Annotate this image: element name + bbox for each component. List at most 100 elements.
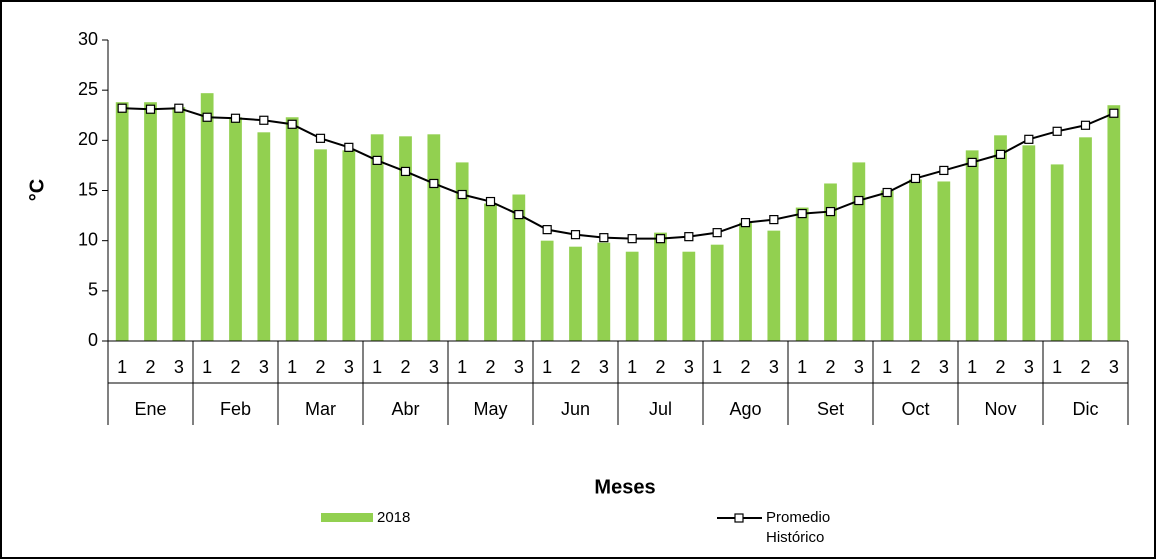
bar [115,102,129,341]
line-marker [882,187,892,198]
line-marker [740,218,751,228]
x-tick-label: 1 [882,357,892,377]
bar [625,251,639,341]
x-group-label: May [473,399,507,419]
x-tick-label: 3 [514,357,524,377]
x-tick-label: 1 [372,357,382,377]
bar [200,93,214,341]
x-tick-label: 3 [599,357,609,377]
bar [710,244,724,341]
x-tick-label: 1 [797,357,807,377]
line-marker [542,225,552,235]
y-tick-label: 0 [88,330,98,350]
x-group-label: Abr [391,399,419,419]
line-marker [174,103,184,113]
x-group-label: Ene [134,399,166,419]
x-tick-label: 2 [315,357,325,377]
y-tick-label: 20 [78,129,98,149]
y-tick-label: 10 [78,229,98,249]
x-tick-label: 3 [854,357,864,377]
bar [399,136,412,341]
line-marker [1052,126,1062,136]
x-group-label: Ago [729,399,761,419]
y-axis-title: °C [26,179,48,201]
bar [484,203,497,341]
line-marker [485,196,496,207]
x-tick-label: 2 [995,357,1005,377]
x-tick-label: 2 [145,357,155,377]
line-marker [514,209,524,220]
line-marker [202,112,212,122]
bar [1107,105,1121,341]
line-marker [372,155,382,165]
bar [540,240,554,341]
bar [172,107,186,342]
line-marker [825,206,836,217]
x-tick-label: 1 [542,357,552,377]
legend-line-marker [734,513,744,523]
bar [682,251,696,341]
line-marker [230,113,241,123]
x-tick-label: 1 [712,357,722,377]
x-group-label: Mar [305,399,336,419]
line-marker [570,230,581,240]
bar [342,150,356,341]
bar [767,230,781,341]
bar [285,117,299,341]
bar [937,181,951,341]
x-group-label: Jul [649,399,672,419]
x-tick-label: 1 [627,357,637,377]
bar [370,134,384,341]
x-tick-label: 2 [400,357,410,377]
line [122,107,1115,240]
x-tick-label: 2 [570,357,580,377]
bar [852,162,866,341]
line-marker [145,104,156,114]
line-marker [117,103,127,113]
bar [512,194,526,341]
bar [257,132,271,341]
x-tick-label: 3 [174,357,184,377]
x-tick-label: 2 [1080,357,1090,377]
y-tick-label: 5 [88,280,98,300]
line-marker [1109,108,1119,118]
x-tick-label: 3 [769,357,779,377]
x-tick-label: 2 [485,357,495,377]
line-marker [457,189,467,200]
x-tick-label: 2 [655,357,665,377]
bar [824,183,837,341]
x-tick-label: 1 [457,357,467,377]
line-marker [769,214,779,225]
y-tick-label: 30 [78,29,98,49]
x-tick-label: 1 [117,357,127,377]
y-tick-label: 15 [78,179,98,199]
line-marker [259,115,269,125]
bar [314,149,327,341]
bar [1050,164,1064,341]
line-marker [712,228,722,238]
line-marker [429,178,439,189]
line-marker [854,195,864,206]
x-tick-label: 3 [684,357,694,377]
bar [795,207,809,341]
bar [1079,137,1092,341]
y-tick-label: 25 [78,79,98,99]
bar [144,102,157,341]
x-group-label: Nov [984,399,1016,419]
bar [909,179,922,341]
x-tick-label: 3 [1024,357,1034,377]
line-marker [684,232,694,242]
line-marker [797,208,807,219]
bar [597,242,611,341]
x-axis-title: Meses [594,476,655,498]
x-tick-label: 3 [259,357,269,377]
legend-bar-swatch [321,513,373,522]
bar [455,162,469,341]
line-marker [655,234,666,244]
x-tick-label: 3 [1109,357,1119,377]
x-tick-label: 2 [825,357,835,377]
x-tick-label: 2 [740,357,750,377]
legend-label: 2018 [377,509,411,526]
